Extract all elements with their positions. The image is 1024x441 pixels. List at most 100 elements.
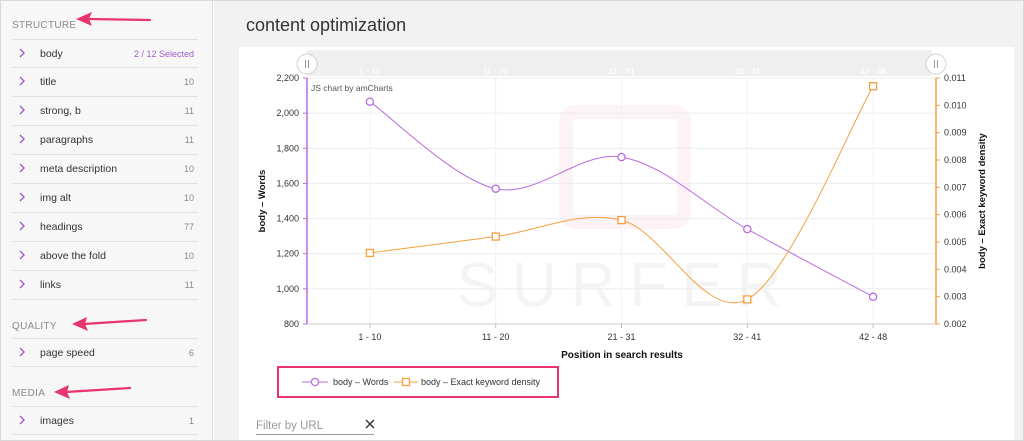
data-point-density[interactable]: [617, 215, 626, 225]
section-title-structure: STRUCTURE: [12, 20, 77, 31]
x-tick-label: 32 - 41: [733, 332, 761, 342]
filter-underline: [256, 434, 374, 435]
scrollbar-label: 1 - 10: [359, 66, 381, 76]
y-axis-left-label: body – Words: [257, 170, 268, 233]
data-point-density[interactable]: [491, 232, 500, 241]
sidebar-item-headings[interactable]: headings 77: [12, 213, 198, 242]
sidebar-item-page-speed[interactable]: page speed 6: [12, 338, 198, 367]
sidebar-item-above-the-fold[interactable]: above the fold 10: [12, 242, 198, 271]
item-count: 11: [184, 135, 194, 145]
chart-credit[interactable]: JS chart by amCharts: [311, 83, 393, 93]
sidebar-item-title[interactable]: title 10: [12, 68, 198, 97]
x-tick-label: 21 - 31: [607, 332, 635, 342]
y-right-tick-label: 0.004: [944, 264, 967, 274]
sidebar: STRUCTURE body 2 / 12 Selected title 10 …: [1, 1, 213, 440]
y-right-tick-label: 0.005: [944, 237, 967, 247]
chevron-right-icon: [19, 134, 25, 144]
y-right-tick-label: 0.008: [944, 155, 967, 165]
y-left-tick-label: 1,000: [276, 284, 299, 294]
sidebar-item-label: headings: [40, 221, 83, 233]
surfer-watermark: SURFER: [457, 105, 796, 320]
y-right-tick-label: 0.007: [944, 182, 967, 192]
sidebar-item-meta-description[interactable]: meta description 10: [12, 155, 198, 184]
filter-by-url-input[interactable]: [256, 417, 374, 434]
sidebar-item-images[interactable]: images 1: [12, 406, 198, 435]
y-left-tick-label: 800: [284, 319, 299, 329]
chevron-right-icon: [19, 163, 25, 173]
data-point-words[interactable]: [491, 184, 500, 193]
sidebar-item-label: page speed: [40, 347, 95, 359]
y-left-tick-label: 1,800: [276, 143, 299, 153]
sidebar-item-strong-b[interactable]: strong, b 11: [12, 97, 198, 126]
chevron-right-icon: [19, 415, 25, 425]
chevron-right-icon: [19, 279, 25, 289]
item-count: 10: [183, 251, 194, 261]
y-right-tick-label: 0.002: [944, 319, 967, 329]
sidebar-item-label: links: [40, 279, 62, 291]
close-icon[interactable]: [364, 418, 376, 430]
legend-label: body – Exact keyword density: [421, 377, 541, 387]
chevron-right-icon: [19, 48, 25, 58]
data-point-density[interactable]: [868, 82, 878, 91]
sidebar-item-label: paragraphs: [40, 134, 94, 146]
legend-item-words[interactable]: body – Words: [302, 377, 389, 387]
chevron-right-icon: [19, 192, 25, 202]
item-count: 10: [183, 77, 194, 87]
item-count: 11: [184, 280, 194, 290]
data-point-words[interactable]: [743, 224, 752, 234]
legend-highlight-box: [277, 366, 559, 398]
sidebar-item-img-alt[interactable]: img alt 10: [12, 184, 198, 213]
y-left-tick-label: 2,000: [276, 108, 299, 118]
chevron-right-icon: [19, 221, 25, 231]
sidebar-item-label: body: [40, 48, 63, 60]
y-left-tick-label: 1,200: [276, 249, 299, 259]
annotation-arrow-icon: [76, 12, 152, 26]
data-point-words[interactable]: [365, 97, 375, 106]
scrollbar-label: 42 - 48: [860, 66, 887, 76]
scrollbar-left-grip[interactable]: [296, 53, 318, 75]
x-tick-label: 1 - 10: [358, 332, 381, 342]
chart-scrollbar[interactable]: [307, 50, 932, 76]
page-title: content optimization: [246, 15, 407, 35]
sidebar-item-label: img alt: [40, 192, 71, 204]
legend-item-density[interactable]: body – Exact keyword density: [394, 377, 541, 387]
scrollbar-right-grip[interactable]: [925, 53, 947, 75]
annotation-arrow-icon: [54, 385, 132, 399]
x-tick-label: 11 - 20: [482, 332, 509, 342]
y-left-tick-label: 1,600: [276, 178, 299, 188]
sidebar-item-label: above the fold: [40, 250, 106, 262]
chevron-right-icon: [19, 105, 25, 115]
y-right-tick-label: 0.003: [944, 292, 967, 302]
chevron-right-icon: [19, 347, 25, 357]
sidebar-item-paragraphs[interactable]: paragraphs 11: [12, 126, 198, 155]
sidebar-item-body[interactable]: body 2 / 12 Selected: [12, 39, 198, 68]
data-point-words[interactable]: [868, 292, 878, 302]
chart-card: [239, 47, 1014, 440]
data-point-words[interactable]: [617, 152, 626, 162]
data-point-density[interactable]: [365, 248, 375, 258]
sidebar-item-label: title: [40, 76, 57, 88]
y-right-tick-label: 0.011: [944, 73, 966, 83]
selected-count: 2 / 12 Selected: [133, 49, 194, 59]
item-count: 6: [188, 348, 194, 358]
sidebar-item-label: strong, b: [40, 105, 81, 117]
item-count: 10: [183, 164, 194, 174]
y-right-tick-label: 0.009: [944, 128, 967, 138]
annotation-arrow-icon: [72, 317, 148, 331]
data-point-density[interactable]: [743, 295, 752, 304]
sidebar-item-label: meta description: [40, 163, 118, 175]
y-right-tick-label: 0.006: [944, 210, 967, 220]
watermark-text: SURFER: [457, 251, 796, 320]
legend-label: body – Words: [333, 377, 389, 387]
y-right-tick-label: 0.010: [944, 100, 967, 110]
item-count: 11: [184, 106, 194, 116]
x-tick-label: 42 - 48: [859, 332, 887, 342]
item-count: 77: [183, 222, 194, 232]
sidebar-item-label: images: [40, 415, 74, 427]
scrollbar-label: 11 - 20: [483, 66, 509, 76]
scrollbar-label: 32 - 41: [734, 66, 761, 76]
x-axis-label: Position in search results: [561, 350, 683, 361]
sidebar-item-links[interactable]: links 11: [12, 271, 198, 300]
item-count: 10: [183, 193, 194, 203]
y-left-tick-label: 2,200: [276, 73, 299, 83]
